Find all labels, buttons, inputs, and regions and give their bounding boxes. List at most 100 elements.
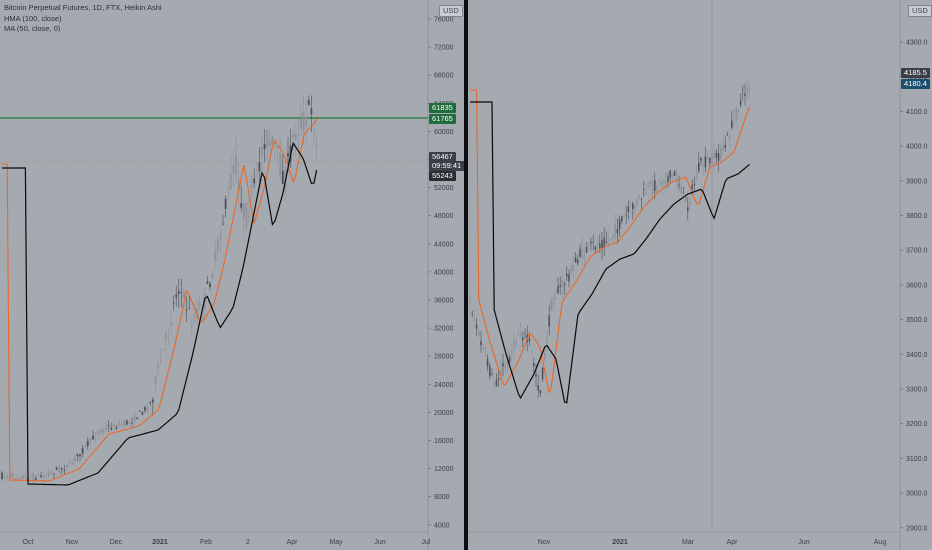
price-tick-label: 3800.0 — [906, 213, 928, 220]
price-tick-label: 16000 — [434, 438, 454, 445]
candle-body — [702, 165, 704, 167]
candle-body — [125, 420, 128, 425]
candle-body — [141, 412, 144, 415]
candle-body — [643, 188, 645, 190]
candle-body — [222, 223, 224, 225]
candle-body — [68, 461, 71, 463]
ma-line[interactable] — [2, 141, 318, 486]
candle-body — [687, 207, 689, 212]
candle-body — [3, 476, 6, 478]
candle-body — [623, 216, 625, 218]
candle-body — [229, 174, 232, 190]
candle-body — [550, 298, 553, 312]
candle-body — [519, 333, 522, 336]
time-axis[interactable]: Nov 2021 Mar Apr Jun Aug — [468, 531, 900, 546]
candle-body — [138, 410, 141, 412]
price-tick-label: 68000 — [434, 73, 454, 80]
candle-body — [486, 358, 489, 367]
chart-canvas-left[interactable]: 7600072000680006400060000560005200048000… — [0, 0, 464, 550]
price-tick-label: 4300.0 — [906, 40, 928, 47]
candle-body — [537, 385, 539, 391]
chart-canvas-right[interactable]: 4300.04200.04100.04000.03900.03800.03700… — [468, 0, 932, 550]
candle-body — [151, 399, 154, 403]
candle-body — [242, 203, 245, 219]
time-tick-label: 2021 — [152, 539, 168, 546]
candle-body — [698, 162, 700, 172]
candle-body — [473, 319, 476, 321]
candle-body — [45, 474, 48, 476]
candle-body — [555, 297, 557, 300]
last-price-tag: 56467 — [429, 152, 456, 162]
candle-body — [253, 178, 256, 184]
candle-body — [748, 88, 751, 92]
candle-body — [572, 264, 575, 272]
candle-body — [118, 422, 120, 425]
candle-body — [281, 170, 284, 185]
candle-body — [607, 238, 610, 240]
chart-pane-left[interactable]: 7600072000680006400060000560005200048000… — [0, 0, 464, 550]
candle-body — [491, 373, 493, 375]
candle-body — [667, 176, 669, 182]
price-axis[interactable]: 4300.04200.04100.04000.03900.03800.03700… — [900, 40, 928, 533]
chart-pane-right[interactable]: 4300.04200.04100.04000.03900.03800.03700… — [468, 0, 932, 550]
price-tick-label: 36000 — [434, 298, 454, 305]
time-axis[interactable]: Oct Nov Dec 2021 Feb 2 Apr May Jun Jul — [0, 531, 431, 546]
candle-body — [79, 454, 81, 457]
candle-body — [704, 156, 707, 168]
candle-body — [513, 338, 515, 348]
candle-body — [310, 108, 313, 115]
candle-body — [684, 194, 687, 202]
candle-body — [255, 164, 258, 165]
hma-line[interactable] — [2, 118, 318, 482]
time-tick-label: Mar — [682, 539, 695, 546]
candle-body — [112, 423, 115, 428]
candle-body — [84, 445, 87, 447]
candle-body — [506, 356, 509, 365]
candle-body — [570, 265, 572, 273]
candles[interactable] — [469, 79, 751, 398]
candle-body — [634, 204, 636, 210]
candle-body — [107, 425, 110, 427]
candle-body — [724, 144, 726, 148]
candle-body — [102, 429, 105, 432]
candle-body — [245, 203, 248, 227]
candle-body — [500, 369, 502, 380]
horizontal-line-price-tag: 61765 — [429, 114, 456, 124]
ma-indicator-label[interactable]: MA (50, close, 0) — [4, 24, 61, 33]
time-tick-label: May — [329, 539, 343, 546]
candle-body — [706, 157, 709, 160]
currency-label[interactable]: USD — [439, 5, 463, 17]
candle-body — [302, 112, 305, 131]
price-axis[interactable]: 7600072000680006400060000560005200048000… — [428, 17, 454, 530]
pane-divider[interactable] — [464, 0, 468, 550]
candle-body — [583, 254, 586, 258]
candle-body — [638, 194, 641, 198]
candle-body — [695, 174, 698, 180]
ma-line[interactable] — [470, 101, 750, 404]
candle-body — [654, 179, 656, 191]
upper-price-tag: 61835 — [429, 103, 456, 113]
currency-label[interactable]: USD — [908, 5, 932, 17]
candles[interactable] — [1, 95, 318, 483]
candle-body — [216, 239, 219, 251]
candle-body — [279, 153, 282, 176]
candle-body — [300, 118, 302, 129]
candle-body — [99, 429, 102, 433]
candle-body — [658, 178, 660, 182]
hma-indicator-label[interactable]: HMA (100, close) — [4, 13, 62, 23]
candle-body — [528, 338, 531, 342]
price-tick-label: 3400.0 — [906, 352, 928, 359]
candle-body — [86, 441, 89, 447]
candle-body — [539, 390, 542, 394]
candle-body — [726, 134, 729, 136]
candle-body — [689, 201, 691, 205]
candle-body — [274, 145, 276, 147]
symbol-title[interactable]: Bitcoin Perpetual Futures, 1D, FTX, Heik… — [4, 3, 162, 12]
candle-body — [656, 186, 658, 190]
candle-body — [469, 300, 471, 303]
candle-body — [533, 363, 535, 366]
candle-body — [209, 283, 211, 288]
bar-countdown-tag: 09:59:41 — [429, 161, 464, 171]
candle-body — [110, 427, 113, 430]
candle-body — [167, 334, 170, 335]
